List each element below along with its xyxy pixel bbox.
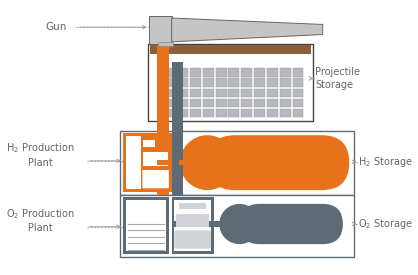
Bar	[177, 78, 188, 87]
Bar	[164, 68, 175, 77]
Bar	[179, 203, 206, 209]
Bar	[190, 68, 201, 77]
Bar	[126, 200, 166, 251]
Bar	[228, 109, 240, 117]
Bar	[216, 68, 227, 77]
Bar	[123, 197, 169, 254]
FancyBboxPatch shape	[174, 230, 211, 249]
Bar	[164, 78, 175, 87]
Bar	[150, 45, 311, 54]
Bar	[280, 78, 291, 87]
Bar	[293, 109, 303, 117]
Bar	[293, 68, 303, 77]
Bar	[143, 152, 168, 166]
Bar	[216, 89, 227, 97]
Bar	[241, 109, 252, 117]
Bar	[254, 99, 265, 107]
Bar	[216, 109, 227, 117]
Bar	[177, 68, 188, 77]
Bar	[228, 68, 240, 77]
Bar	[157, 44, 169, 195]
Bar	[123, 133, 173, 192]
Bar	[228, 89, 240, 97]
Bar	[172, 197, 214, 254]
Bar	[267, 78, 278, 87]
Ellipse shape	[180, 135, 235, 190]
Bar	[164, 89, 175, 97]
Bar	[172, 160, 179, 166]
Bar	[254, 89, 265, 97]
Text: Projectile
Storage: Projectile Storage	[316, 67, 360, 90]
Bar	[149, 16, 172, 44]
Bar	[280, 109, 291, 117]
Bar	[148, 44, 313, 122]
Bar	[293, 89, 303, 97]
Bar	[280, 89, 291, 97]
Bar	[254, 68, 265, 77]
Bar	[176, 214, 209, 227]
Bar	[164, 109, 175, 117]
Bar	[203, 89, 214, 97]
Bar	[126, 136, 140, 189]
Bar	[267, 89, 278, 97]
Bar	[157, 160, 207, 166]
Bar	[293, 99, 303, 107]
Bar	[158, 42, 173, 46]
Text: Gun: Gun	[46, 22, 67, 32]
Bar	[228, 78, 240, 87]
Bar	[120, 195, 354, 257]
FancyBboxPatch shape	[207, 135, 349, 190]
Polygon shape	[172, 18, 323, 42]
Ellipse shape	[219, 204, 260, 244]
FancyBboxPatch shape	[240, 204, 343, 244]
Bar	[203, 99, 214, 107]
Bar	[120, 131, 354, 195]
Bar	[164, 99, 175, 107]
Text: O$_2$ Storage: O$_2$ Storage	[358, 217, 413, 231]
Text: H$_2$ Production
       Plant: H$_2$ Production Plant	[6, 141, 74, 167]
Bar	[241, 99, 252, 107]
Bar	[216, 78, 227, 87]
Bar	[172, 221, 240, 227]
Bar	[267, 109, 278, 117]
Bar	[177, 99, 188, 107]
Bar	[190, 78, 201, 87]
Bar	[293, 78, 303, 87]
Bar	[190, 109, 201, 117]
Bar	[143, 140, 155, 147]
Bar	[241, 89, 252, 97]
Bar	[190, 99, 201, 107]
Bar	[254, 109, 265, 117]
Bar	[254, 78, 265, 87]
Bar	[280, 99, 291, 107]
Text: O$_2$ Production
       Plant: O$_2$ Production Plant	[6, 207, 75, 233]
Bar	[203, 78, 214, 87]
Bar	[241, 68, 252, 77]
Bar	[203, 68, 214, 77]
Bar	[241, 78, 252, 87]
Bar	[267, 99, 278, 107]
Bar	[172, 62, 183, 195]
Bar	[267, 68, 278, 77]
Bar	[190, 89, 201, 97]
Bar	[228, 99, 240, 107]
Bar	[280, 68, 291, 77]
Bar	[216, 99, 227, 107]
Text: H$_2$ Storage: H$_2$ Storage	[358, 155, 413, 169]
Bar	[177, 109, 188, 117]
Bar	[174, 200, 211, 251]
Bar	[203, 109, 214, 117]
FancyBboxPatch shape	[143, 170, 169, 188]
Bar	[177, 89, 188, 97]
